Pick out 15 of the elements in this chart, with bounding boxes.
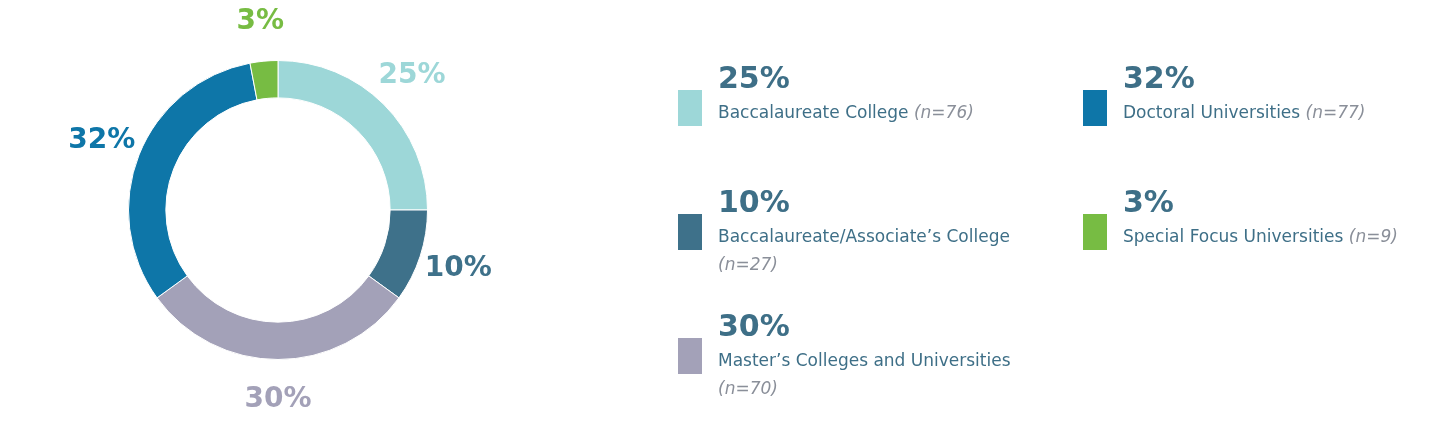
data-label: 32% [68,121,136,155]
data-label: 25% [378,57,446,91]
category-label: Baccalaureate/Associate’s College (n=27) [718,226,1010,274]
text: 32% [1123,60,1195,95]
data-label: 3% [236,2,284,36]
text: 3% [1123,184,1174,219]
legend-label: Baccalaureate College (n=76) [718,102,974,122]
text: 25% [718,60,790,95]
data-label: 10% [424,249,492,283]
legend-label: Doctoral Universities (n=77) [1123,102,1366,122]
text: 30% [718,308,790,343]
data-label: 30% [244,380,312,414]
legend-label: Special Focus Universities (n=9) [1123,226,1398,246]
category-label: Master’s Colleges and Universities (n=70) [718,350,1011,398]
text: 10% [718,184,790,219]
